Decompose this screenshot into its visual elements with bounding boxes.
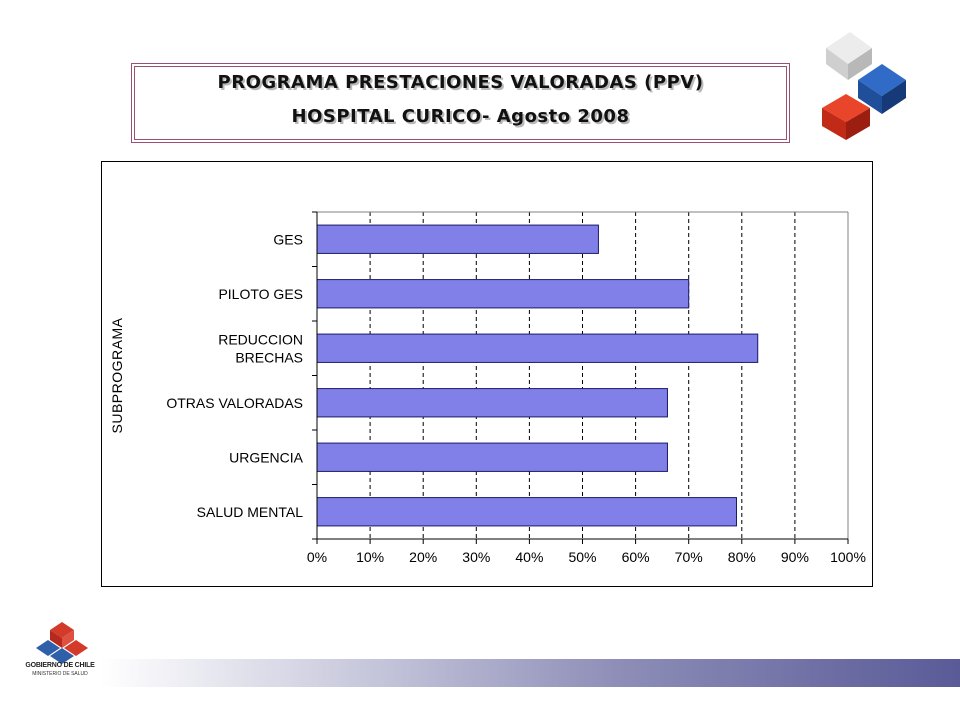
x-tick-label: 0% xyxy=(307,549,327,565)
x-tick-label: 90% xyxy=(781,549,809,565)
footer-band xyxy=(100,659,960,687)
y-axis-title: SUBPROGRAMA xyxy=(109,317,125,433)
x-tick-label: 60% xyxy=(622,549,650,565)
x-tick-label: 70% xyxy=(675,549,703,565)
category-label: BRECHAS xyxy=(235,349,303,365)
x-tick-label: 30% xyxy=(462,549,490,565)
category-label: REDUCCION xyxy=(218,331,303,347)
bar xyxy=(316,497,737,527)
government-name: GOBIERNO DE CHILE xyxy=(25,662,95,669)
bar xyxy=(316,388,668,418)
bar xyxy=(316,333,759,363)
x-tick-label: 100% xyxy=(830,549,866,565)
title-box: PROGRAMA PRESTACIONES VALORADAS (PPV) HO… xyxy=(131,63,790,143)
category-label: OTRAS VALORADAS xyxy=(166,395,303,411)
bar xyxy=(316,224,599,254)
category-label: SALUD MENTAL xyxy=(197,504,304,520)
category-label: PILOTO GES xyxy=(218,286,303,302)
bar xyxy=(316,279,690,309)
x-tick-label: 20% xyxy=(409,549,437,565)
x-tick-label: 40% xyxy=(515,549,543,565)
bar-chart: 0% 10% 20% 30% 40% 50% 60% 70% 80% 90% 100% GES PILO… xyxy=(109,211,866,565)
x-tick-label: 50% xyxy=(568,549,596,565)
x-tick-label: 80% xyxy=(728,549,756,565)
x-tick-label: 10% xyxy=(356,549,384,565)
government-shield-icon xyxy=(36,622,88,664)
title-line-2: HOSPITAL CURICO- Agosto 2008 xyxy=(291,106,630,127)
chart-frame: 0% 10% 20% 30% 40% 50% 60% 70% 80% 90% 100% GES PILO… xyxy=(101,161,873,587)
stacked-cubes-icon xyxy=(822,32,906,140)
title-line-1: PROGRAMA PRESTACIONES VALORADAS (PPV) xyxy=(217,72,704,93)
bar xyxy=(316,442,668,472)
category-label: URGENCIA xyxy=(229,449,304,465)
category-label: GES xyxy=(273,231,303,247)
ministry-name: MINISTERIO DE SALUD xyxy=(32,671,88,677)
